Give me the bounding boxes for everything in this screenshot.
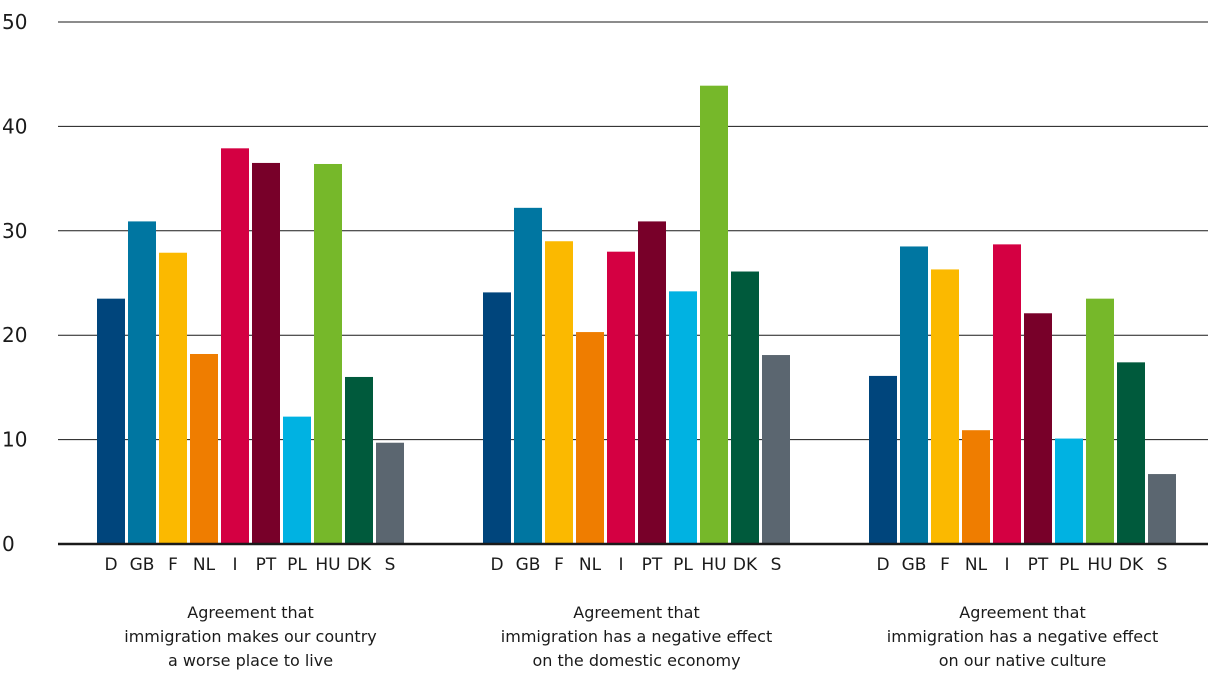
y-axis-tick-labels: 0 10 20 30 40 50	[2, 10, 27, 556]
bar-d-group-2	[483, 292, 511, 544]
bar-pl-group-2	[669, 291, 697, 544]
x-tick-label: GB	[902, 555, 927, 575]
bar-f-group-2	[545, 241, 573, 545]
x-tick-label: D	[104, 555, 117, 575]
group-label-line: a worse place to live	[168, 651, 333, 670]
bar-d-group-1	[97, 298, 125, 544]
y-tick-label: 0	[2, 532, 15, 556]
bar-f-group-3	[931, 269, 959, 544]
x-tick-label: PL	[287, 555, 307, 575]
bar-pt-group-2	[638, 221, 666, 545]
bar-nl-group-1	[190, 353, 218, 544]
group-label-line: Agreement that	[959, 603, 1085, 622]
x-tick-label: GB	[130, 555, 155, 575]
x-tick-label: PL	[1059, 555, 1079, 575]
x-tick-label: I	[1004, 555, 1009, 575]
bar-nl-group-3	[962, 430, 990, 544]
bar-dk-group-2	[731, 271, 759, 544]
group-label-line: Agreement that	[573, 603, 699, 622]
bar-pl-group-3	[1055, 438, 1083, 544]
y-tick-label: 50	[2, 10, 27, 34]
bar-hu-group-1	[314, 163, 342, 544]
x-tick-label: NL	[579, 555, 602, 575]
bar-hu-group-2	[700, 85, 728, 545]
bar-f-group-1	[159, 252, 187, 544]
x-tick-label: DK	[347, 555, 372, 575]
x-tick-label: S	[771, 555, 782, 575]
x-tick-label: HU	[315, 555, 340, 575]
y-tick-label: 30	[2, 219, 27, 243]
bar-dk-group-1	[345, 376, 373, 544]
bar-d-group-3	[869, 375, 897, 544]
x-tick-label: DK	[1119, 555, 1144, 575]
bar-gb-group-2	[514, 207, 542, 544]
bar-gb-group-1	[128, 221, 156, 545]
group-label-line: on our native culture	[939, 651, 1107, 670]
bars	[97, 85, 1176, 545]
x-tick-label: F	[554, 555, 564, 575]
bar-i-group-3	[993, 244, 1021, 544]
bar-dk-group-3	[1117, 362, 1145, 544]
bar-pl-group-1	[283, 416, 311, 544]
bar-nl-group-2	[576, 332, 604, 544]
x-tick-label: I	[232, 555, 237, 575]
y-tick-label: 40	[2, 114, 27, 138]
x-tick-label: HU	[701, 555, 726, 575]
bar-s-group-3	[1148, 474, 1176, 544]
x-tick-label: D	[876, 555, 889, 575]
bar-gb-group-3	[900, 246, 928, 544]
x-tick-label: PT	[256, 555, 277, 575]
bar-i-group-1	[221, 148, 249, 544]
bar-pt-group-1	[252, 162, 280, 544]
x-tick-label: D	[490, 555, 503, 575]
group-label-line: immigration makes our country	[124, 627, 376, 646]
y-tick-label: 20	[2, 323, 27, 347]
x-tick-label: PT	[1028, 555, 1049, 575]
group-label-line: immigration has a negative effect	[887, 627, 1158, 646]
x-tick-label: DK	[733, 555, 758, 575]
x-tick-label: PT	[642, 555, 663, 575]
bar-s-group-2	[762, 355, 790, 544]
x-tick-label: NL	[965, 555, 988, 575]
x-tick-label: HU	[1087, 555, 1112, 575]
bar-pt-group-3	[1024, 313, 1052, 544]
group-label-line: Agreement that	[187, 603, 313, 622]
group-label-line: immigration has a negative effect	[501, 627, 772, 646]
x-tick-label: I	[618, 555, 623, 575]
x-tick-label: NL	[193, 555, 216, 575]
x-tick-label: GB	[516, 555, 541, 575]
group-labels: Agreement that immigration makes our coun…	[124, 603, 1158, 670]
x-axis-tick-labels: D GB F NL I PT PL HU DK S D GB F NL I PT PL HU DK S D GB F NL I P…	[104, 555, 1167, 575]
group-label-line: on the domestic economy	[532, 651, 740, 670]
bar-hu-group-3	[1086, 298, 1114, 544]
x-tick-label: S	[1157, 555, 1168, 575]
bar-s-group-1	[376, 442, 404, 544]
x-tick-label: PL	[673, 555, 693, 575]
y-tick-label: 10	[2, 428, 27, 452]
x-tick-label: S	[385, 555, 396, 575]
x-tick-label: F	[940, 555, 950, 575]
bar-i-group-2	[607, 251, 635, 544]
x-tick-label: F	[168, 555, 178, 575]
